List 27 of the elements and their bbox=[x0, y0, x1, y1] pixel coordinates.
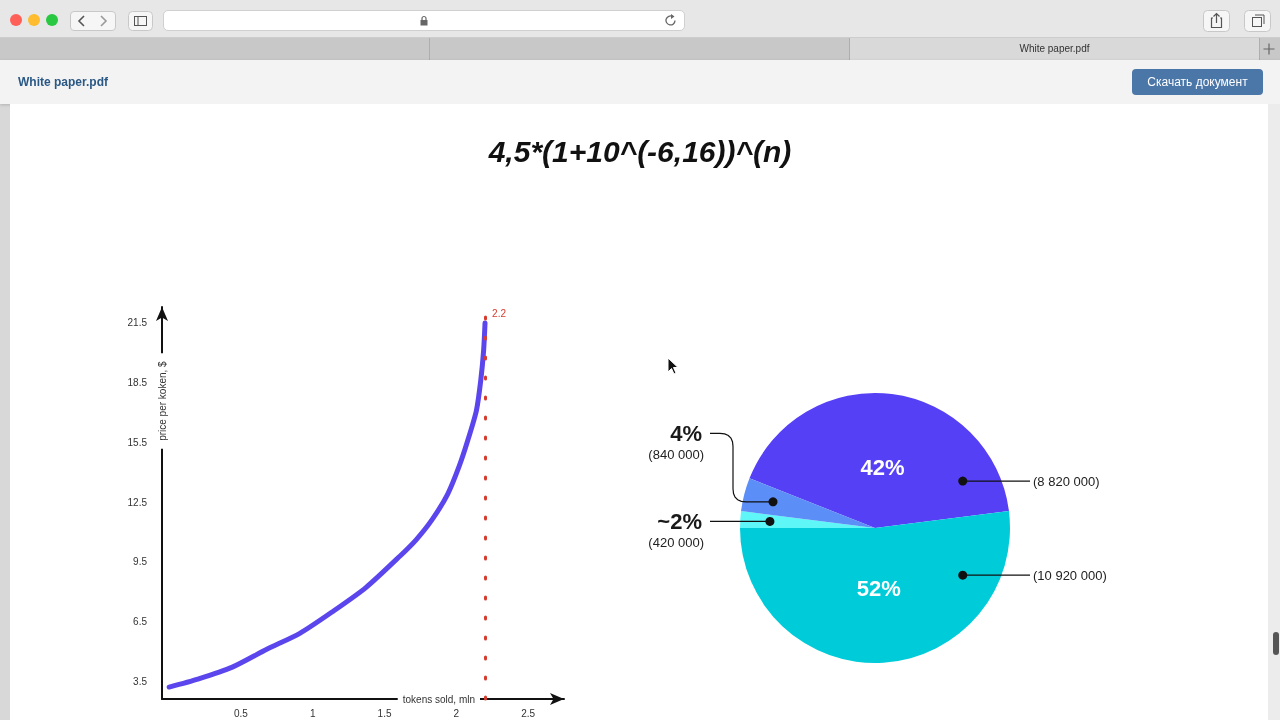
data-label: 52% bbox=[856, 576, 901, 602]
data-label: ~2% bbox=[657, 508, 702, 534]
y-tick-label: 15.5 bbox=[127, 436, 148, 448]
y-tick-label: 12.5 bbox=[127, 496, 148, 508]
y-tick-label: 21.5 bbox=[127, 317, 148, 329]
y-tick-label: 9.5 bbox=[133, 556, 148, 568]
y-tick-label: 6.5 bbox=[133, 615, 148, 627]
slice-label: (8 820 000) bbox=[1033, 473, 1100, 489]
y-tick-label: 3.5 bbox=[133, 675, 148, 687]
x-tick-label: 1.5 bbox=[377, 707, 392, 719]
x-tick-label: 2.5 bbox=[521, 707, 536, 719]
x-tick-label: 2 bbox=[453, 707, 460, 719]
text: 4,5*(1+10^(-6,16))^(n) bbox=[487, 134, 793, 170]
slice-label: (10 920 000) bbox=[1033, 567, 1107, 583]
slice-label: (420 000) bbox=[648, 534, 704, 550]
active-tab: White paper.pdf bbox=[850, 38, 1260, 60]
y-axis-title: price per koken, $ bbox=[156, 360, 168, 441]
x-axis-title: tokens sold, mln bbox=[402, 693, 475, 705]
slice-label: (840 000) bbox=[648, 446, 704, 462]
x-tick-label: 1 bbox=[309, 707, 316, 719]
download-button: Скачать документ bbox=[1132, 69, 1263, 95]
data-label: 4% bbox=[670, 420, 702, 446]
x-tick-label: 0.5 bbox=[234, 707, 249, 719]
y-tick-label: 18.5 bbox=[127, 377, 148, 389]
data-label: 42% bbox=[860, 455, 905, 481]
text: White paper.pdf bbox=[18, 74, 108, 90]
ref-line-label: 2.2 bbox=[492, 307, 507, 319]
